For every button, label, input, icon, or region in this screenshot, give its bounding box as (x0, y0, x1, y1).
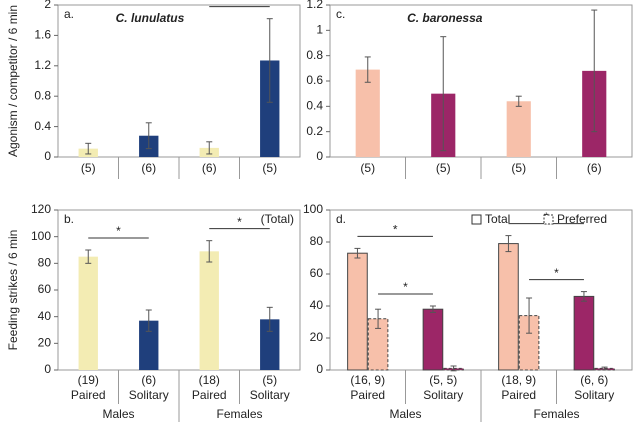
x-tick-label: (6) (141, 161, 156, 175)
x-tick-label: (6) (202, 161, 217, 175)
panel-label: a. (64, 7, 74, 21)
x-tick-label: (5, 5) (429, 373, 457, 387)
x-tick-label: (5) (360, 161, 375, 175)
y-tick-label: 1.2 (306, 0, 323, 11)
y-axis-label: Feeding strikes / 6 min (6, 230, 20, 351)
x-tick-label: (6) (587, 161, 602, 175)
x-tick-label: (5) (436, 161, 451, 175)
significance-label: * (403, 280, 408, 294)
x-tick-label: (19) (78, 373, 99, 387)
x-group-label: Solitary (423, 388, 463, 402)
y-tick-label: 1.6 (34, 28, 51, 42)
y-tick-label: 0 (44, 362, 51, 376)
y-tick-label: 40 (310, 298, 324, 312)
x-group-label: Paired (192, 388, 227, 402)
y-tick-label: 20 (310, 330, 324, 344)
x-tick-label: (18) (199, 373, 220, 387)
legend-swatch (543, 214, 554, 225)
x-tick-label: (5) (81, 161, 96, 175)
y-tick-label: 0.4 (34, 119, 51, 133)
y-tick-label: 80 (38, 256, 52, 270)
bar (506, 101, 531, 157)
bar (573, 295, 595, 371)
x-tick-label: (6) (141, 373, 156, 387)
significance-label: * (237, 0, 242, 7)
y-tick-label: 100 (31, 229, 51, 243)
x-tick-label: (16, 9) (350, 373, 385, 387)
group-label: Males (102, 407, 134, 421)
bar (518, 315, 540, 371)
panel-title: C. baronessa (407, 11, 483, 25)
significance-label: * (554, 266, 559, 280)
x-group-label: Paired (350, 388, 385, 402)
bar (367, 318, 389, 371)
panel-label: c. (336, 7, 345, 21)
y-tick-label: 0.8 (34, 88, 51, 102)
y-tick-label: 0.4 (306, 99, 323, 113)
panel-label: b. (64, 212, 74, 226)
x-group-label: Paired (71, 388, 106, 402)
y-tick-label: 2 (44, 0, 51, 11)
bar (260, 60, 280, 158)
bar (199, 251, 219, 370)
panel-title: C. lunulatus (116, 11, 185, 25)
y-tick-label: 0.6 (306, 73, 323, 87)
x-tick-label: (5) (262, 373, 277, 387)
x-tick-label: (5) (262, 161, 277, 175)
y-tick-label: 100 (303, 202, 323, 216)
bar (260, 319, 280, 370)
x-tick-label: (6, 6) (580, 373, 608, 387)
x-tick-label: (18, 9) (501, 373, 536, 387)
y-axis-label: Agonism / competitor / 6 min (6, 5, 20, 157)
y-tick-label: 60 (310, 266, 324, 280)
y-tick-label: 80 (310, 234, 324, 248)
y-tick-label: 60 (38, 282, 52, 296)
group-label: Males (389, 407, 421, 421)
bar (422, 308, 444, 371)
y-tick-label: 0 (316, 149, 323, 163)
x-group-label: Solitary (129, 388, 169, 402)
y-tick-label: 1 (316, 23, 323, 37)
panel-label: d. (336, 212, 346, 226)
bar (355, 69, 380, 157)
y-tick-label: 40 (38, 309, 52, 323)
y-tick-label: 1.2 (34, 58, 51, 72)
x-group-label: Solitary (250, 388, 290, 402)
legend-label: Total (485, 212, 510, 226)
group-label: Females (533, 407, 579, 421)
legend-label: Preferred (557, 212, 607, 226)
x-group-label: Solitary (574, 388, 614, 402)
significance-label: * (393, 223, 398, 237)
y-tick-label: 120 (31, 202, 51, 216)
y-tick-label: 0 (316, 362, 323, 376)
bar (498, 243, 519, 371)
significance-label: * (237, 215, 242, 229)
x-group-label: Paired (501, 388, 536, 402)
panel-note: (Total) (261, 212, 294, 226)
bar (347, 252, 368, 371)
group-label: Females (216, 407, 262, 421)
y-tick-label: 20 (38, 336, 52, 350)
legend-swatch (471, 214, 482, 225)
y-tick-label: 0.8 (306, 48, 323, 62)
bar (78, 256, 98, 370)
bar (139, 320, 159, 370)
x-tick-label: (5) (511, 161, 526, 175)
y-tick-label: 0.2 (306, 124, 323, 138)
y-tick-label: 0 (44, 149, 51, 163)
significance-label: * (116, 224, 121, 238)
